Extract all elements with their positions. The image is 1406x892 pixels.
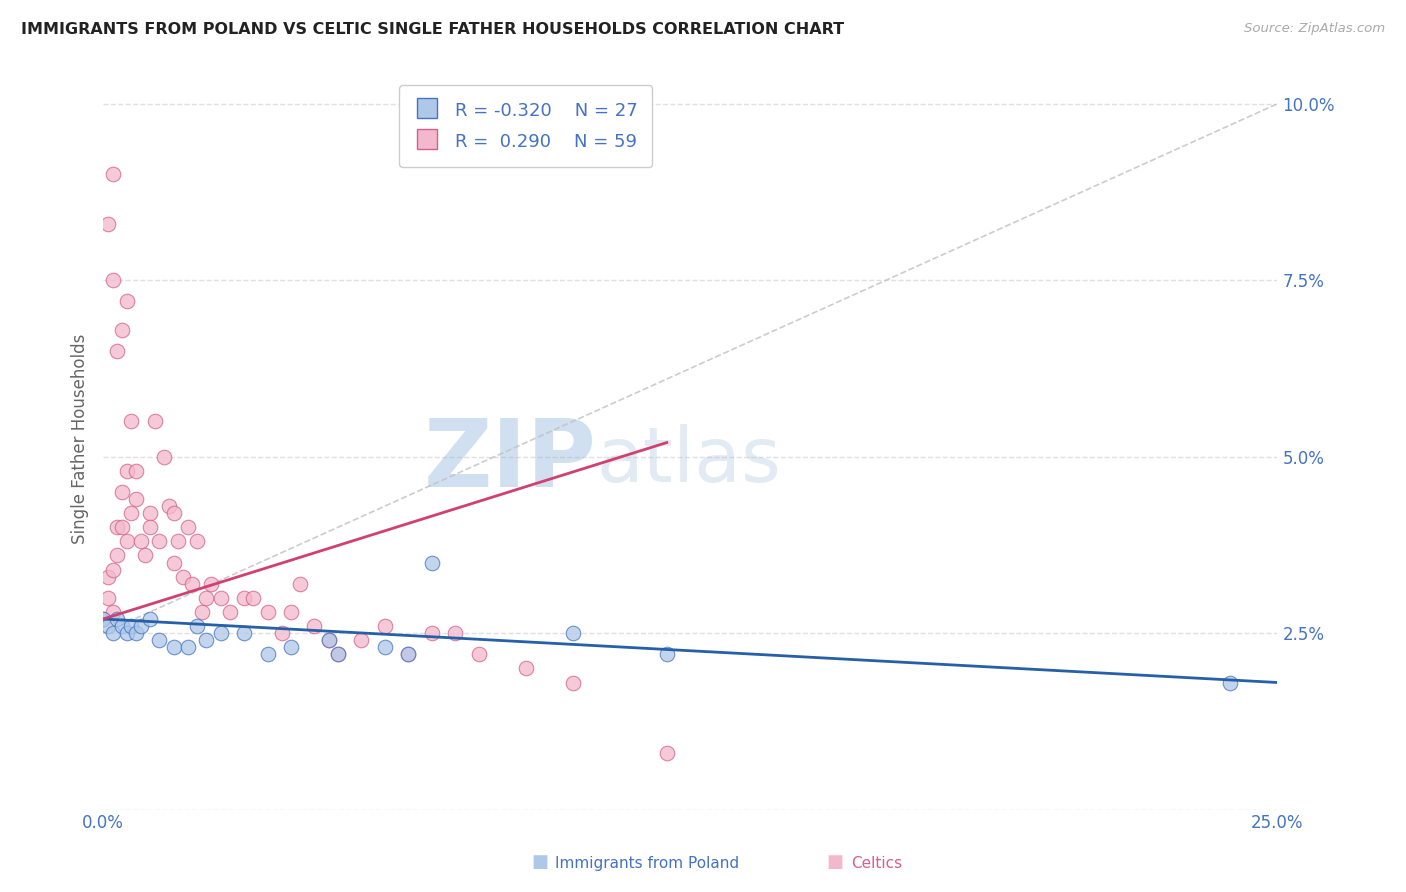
Point (162, 506, 184, 520)
Point (148, 633, 170, 648)
Point (200, 576, 222, 591)
Point (105, 549, 128, 563)
Point (134, 549, 156, 563)
Legend: R = -0.320    N = 27, R =  0.290    N = 59: R = -0.320 N = 27, R = 0.290 N = 59 (399, 85, 652, 167)
Point (256, 647, 278, 661)
Point (111, 520, 134, 534)
Point (209, 591, 232, 605)
Point (111, 619, 134, 633)
Text: ■: ■ (827, 853, 844, 871)
Point (97, 217, 120, 231)
Point (350, 633, 373, 648)
Text: atlas: atlas (596, 425, 782, 499)
Point (167, 534, 190, 549)
Text: Celtics: Celtics (851, 855, 901, 871)
Point (176, 520, 198, 534)
Point (101, 167, 124, 181)
Point (280, 640, 302, 655)
Point (256, 605, 278, 619)
Point (396, 647, 419, 661)
Point (157, 499, 180, 513)
Point (148, 534, 170, 549)
Point (120, 414, 142, 428)
Point (290, 576, 312, 591)
Text: Source: ZipAtlas.com: Source: ZipAtlas.com (1244, 22, 1385, 36)
Point (326, 647, 349, 661)
Point (326, 647, 349, 661)
Point (270, 626, 292, 640)
Point (111, 485, 134, 500)
Point (129, 619, 152, 633)
Text: ■: ■ (531, 853, 548, 871)
Point (125, 491, 148, 506)
Point (1219, 675, 1241, 690)
Point (186, 619, 208, 633)
Point (318, 633, 340, 648)
Point (139, 520, 162, 534)
Point (91, 612, 114, 626)
Point (91, 612, 114, 626)
Text: Immigrants from Poland: Immigrants from Poland (555, 855, 740, 871)
Point (209, 626, 232, 640)
Point (105, 612, 128, 626)
Point (318, 633, 340, 648)
Point (120, 506, 142, 520)
Point (191, 605, 214, 619)
Point (219, 605, 242, 619)
Point (655, 647, 678, 661)
Point (125, 626, 148, 640)
Point (101, 626, 124, 640)
Point (105, 520, 128, 534)
Point (374, 640, 396, 655)
Point (186, 534, 208, 549)
Point (139, 506, 162, 520)
Point (125, 464, 148, 478)
Point (655, 746, 678, 760)
Point (468, 647, 491, 661)
Point (444, 626, 467, 640)
Point (304, 619, 326, 633)
Point (153, 450, 176, 464)
Point (101, 605, 124, 619)
Point (195, 633, 218, 648)
Point (420, 556, 443, 570)
Point (101, 563, 124, 577)
Point (120, 619, 142, 633)
Point (111, 323, 134, 337)
Point (97, 569, 120, 583)
Point (242, 591, 264, 605)
Point (129, 534, 152, 549)
Point (97, 591, 120, 605)
Point (115, 626, 138, 640)
Point (115, 534, 138, 549)
Point (97, 619, 120, 633)
Point (233, 626, 256, 640)
Point (515, 661, 537, 675)
Point (396, 647, 419, 661)
Point (172, 569, 194, 583)
Point (420, 626, 443, 640)
Point (233, 591, 256, 605)
Point (115, 464, 138, 478)
Point (181, 576, 204, 591)
Point (162, 556, 184, 570)
Point (195, 591, 218, 605)
Y-axis label: Single Father Households: Single Father Households (72, 334, 89, 544)
Point (561, 626, 583, 640)
Point (101, 273, 124, 287)
Point (162, 640, 184, 655)
Point (176, 640, 198, 655)
Point (374, 619, 396, 633)
Point (139, 612, 162, 626)
Point (105, 343, 128, 358)
Point (280, 605, 302, 619)
Point (115, 294, 138, 309)
Point (143, 414, 166, 428)
Text: IMMIGRANTS FROM POLAND VS CELTIC SINGLE FATHER HOUSEHOLDS CORRELATION CHART: IMMIGRANTS FROM POLAND VS CELTIC SINGLE … (21, 22, 844, 37)
Point (561, 675, 583, 690)
Text: ZIP: ZIP (423, 416, 596, 508)
